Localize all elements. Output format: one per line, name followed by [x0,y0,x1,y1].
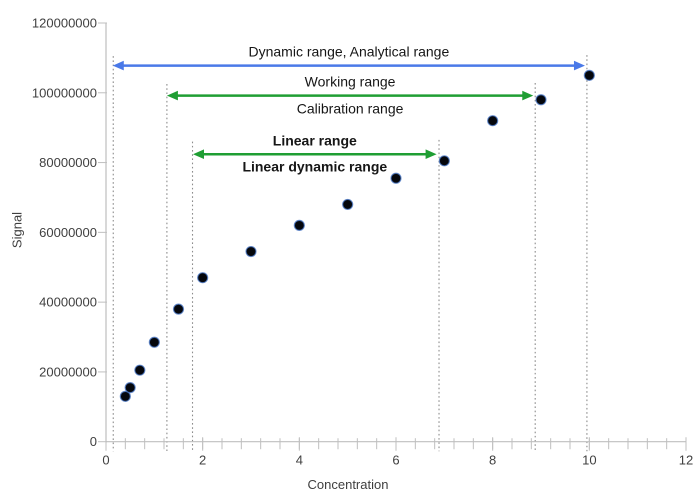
annotation-linear-dynamic-range-label: Linear dynamic range [242,158,388,175]
annotation-working-range-label: Working range [304,73,396,90]
data-point [148,336,160,348]
annotation-dynamic-range-label: Dynamic range, Analytical range [248,43,450,60]
data-point [438,155,450,167]
x-tick-label: 10 [582,453,596,468]
data-point [535,94,547,106]
data-point [119,390,131,402]
data-point [390,172,402,184]
x-tick-label: 12 [679,453,693,468]
x-tick-label: 0 [102,453,109,468]
x-tick-label: 6 [392,453,399,468]
y-axis-title: Signal [9,211,25,249]
arrowhead-right-icon [573,60,585,71]
arrowhead-left-icon [112,60,124,71]
y-tick-label: 60000000 [39,225,97,240]
data-point [134,364,146,376]
y-tick-label: 40000000 [39,295,97,310]
arrowhead-right-icon [522,90,534,101]
annotation-linear-range-label: Linear range [272,131,357,148]
data-point [583,69,595,81]
data-point [342,198,354,211]
data-point [197,272,209,284]
y-tick-label: 80000000 [39,155,97,170]
x-tick-label: 2 [199,453,206,468]
data-point [172,303,185,315]
arrowhead-left-icon [193,149,204,159]
arrowhead-left-icon [166,90,178,101]
data-point [245,245,257,258]
x-tick-label: 4 [296,453,303,468]
data-point [487,115,499,127]
x-axis-title: Concentration [307,477,389,492]
y-tick-label: 20000000 [39,364,97,379]
y-tick-label: 120000000 [32,16,97,31]
y-tick-label: 100000000 [32,85,97,100]
arrowhead-right-icon [425,149,437,159]
y-tick-label: 0 [90,434,97,449]
annotation-calibration-range-label: Calibration range [296,99,404,116]
x-tick-label: 8 [489,453,496,468]
data-point [293,219,305,231]
data-point [124,382,136,394]
